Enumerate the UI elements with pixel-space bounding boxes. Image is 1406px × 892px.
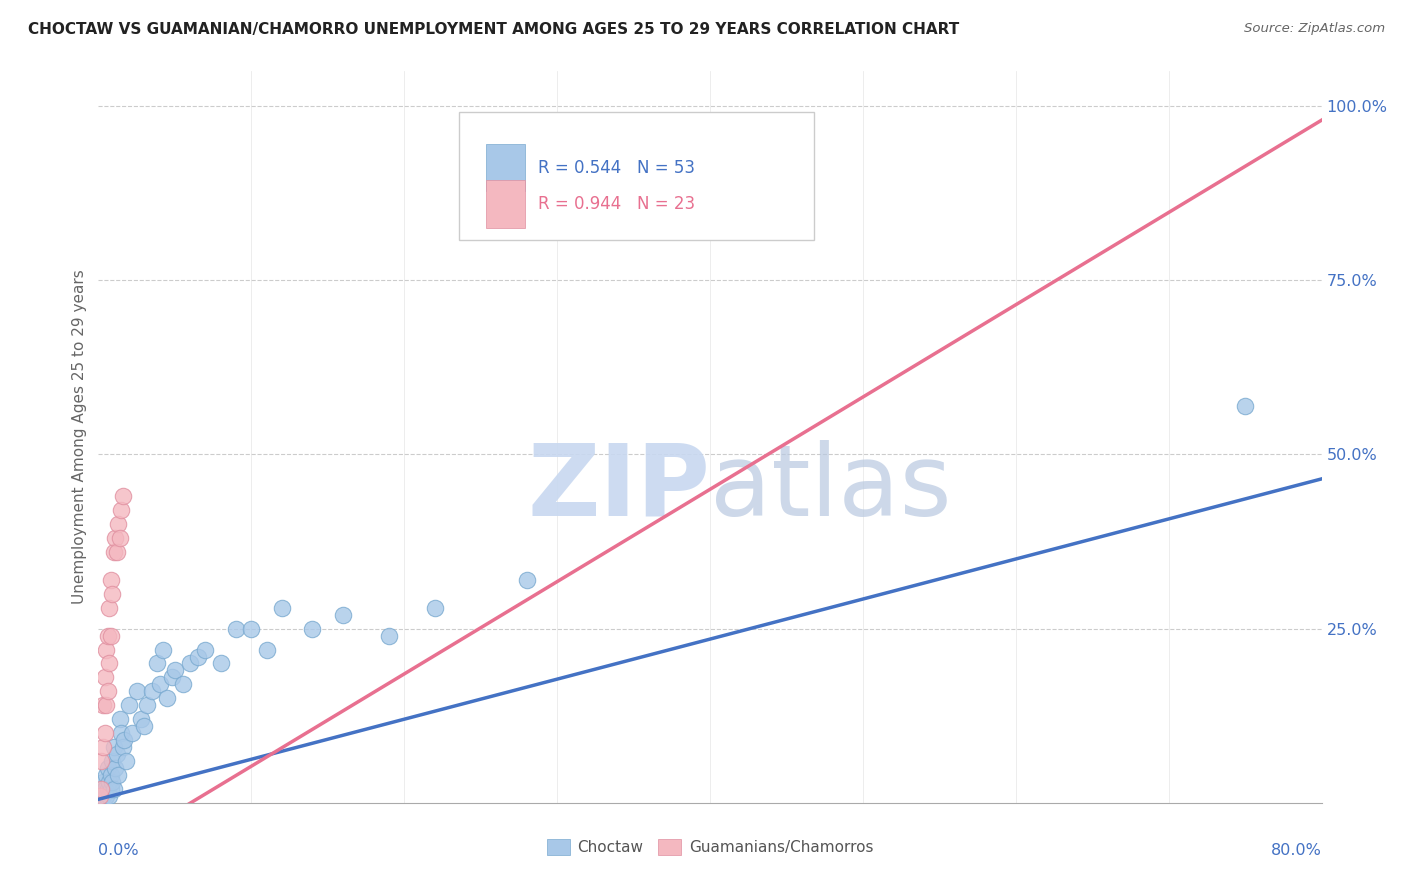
Point [141,684,163,698]
Point [516,573,538,587]
Point [118,698,141,713]
Point [90,781,112,796]
Point [125,684,148,698]
Point [1234,399,1257,413]
Point [108,531,131,545]
Text: CHOCTAW VS GUAMANIAN/CHAMORRO UNEMPLOYMENT AMONG AGES 25 TO 29 YEARS CORRELATION: CHOCTAW VS GUAMANIAN/CHAMORRO UNEMPLOYME… [28,22,959,37]
Point [98,657,121,671]
Text: 0.0%: 0.0% [98,843,139,858]
Point [89,789,111,803]
Point [94,698,117,713]
Point [145,657,167,671]
Text: 80.0%: 80.0% [1271,843,1322,858]
Point [101,754,124,768]
Point [134,719,156,733]
Point [91,740,114,755]
Point [108,712,131,726]
Point [160,670,183,684]
Point [91,789,114,803]
Bar [486,144,526,192]
Point [91,775,114,789]
Point [129,712,152,726]
Point [101,775,124,789]
Point [89,789,111,803]
Point [110,503,132,517]
Legend: Choctaw, Guamanians/Chamorros: Choctaw, Guamanians/Chamorros [540,833,880,861]
Point [101,587,124,601]
Point [187,649,209,664]
Point [93,670,115,684]
Point [256,642,278,657]
Point [111,489,134,503]
Point [100,781,122,796]
Point [90,754,112,768]
Text: R = 0.944   N = 23: R = 0.944 N = 23 [537,195,695,213]
Point [163,664,186,678]
Point [107,768,129,782]
Point [209,657,232,671]
Point [94,642,117,657]
Text: ZIP: ZIP [527,440,710,537]
Point [194,642,217,657]
Point [103,781,125,796]
Point [332,607,354,622]
Point [110,726,132,740]
Text: Source: ZipAtlas.com: Source: ZipAtlas.com [1244,22,1385,36]
Text: atlas: atlas [710,440,952,537]
Point [136,698,159,713]
Point [270,600,292,615]
Point [104,761,127,775]
Point [100,768,122,782]
Point [423,600,446,615]
Point [100,573,122,587]
Point [103,545,125,559]
Point [179,657,201,671]
Point [378,629,401,643]
Y-axis label: Unemployment Among Ages 25 to 29 years: Unemployment Among Ages 25 to 29 years [72,269,87,605]
Point [172,677,194,691]
Point [94,789,117,803]
Point [115,754,138,768]
Point [98,775,121,789]
Point [100,629,122,643]
Point [93,726,115,740]
Point [149,677,172,691]
Point [105,545,128,559]
Bar [486,180,526,227]
Point [105,747,128,761]
Text: R = 0.544   N = 53: R = 0.544 N = 53 [537,159,695,177]
Point [107,517,129,532]
Point [152,642,174,657]
Point [93,781,115,796]
Point [97,684,120,698]
Point [90,781,112,796]
Point [91,698,114,713]
Point [301,622,323,636]
Point [240,622,263,636]
Point [225,622,247,636]
Point [112,733,135,747]
Point [97,781,120,796]
Point [97,629,120,643]
Point [111,740,134,755]
Point [98,600,121,615]
FancyBboxPatch shape [460,112,814,240]
Point [156,691,179,706]
Point [104,531,127,545]
Point [97,761,120,775]
Point [94,768,117,782]
Point [103,740,125,755]
Point [98,789,121,803]
Point [121,726,143,740]
